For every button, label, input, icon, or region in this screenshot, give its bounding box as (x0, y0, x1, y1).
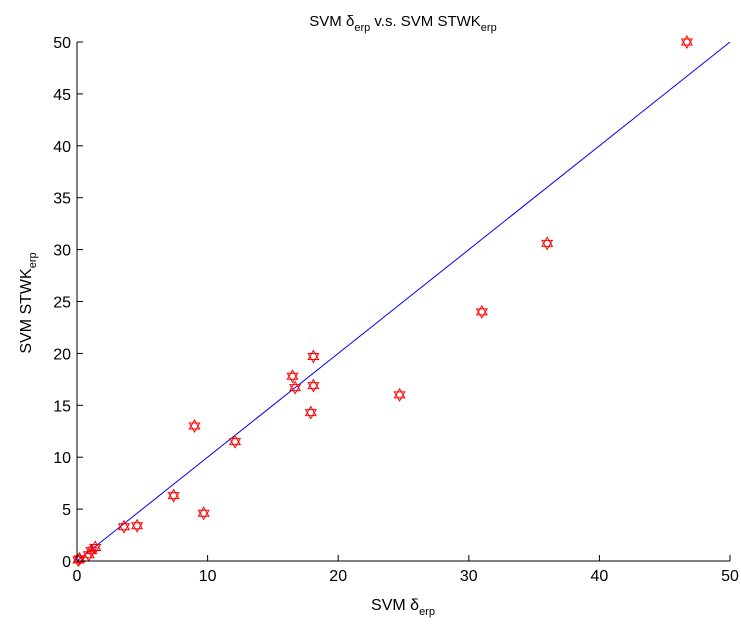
x-tick-label: 10 (199, 568, 217, 585)
x-tick-label: 0 (73, 568, 82, 585)
x-axis-label: SVM δerp (371, 597, 435, 618)
y-axis-label-sub: erp (27, 252, 39, 268)
data-point (228, 434, 242, 449)
ticks: 0 10 20 30 40 50 0 5 10 15 20 25 30 35 40 45 50 (53, 35, 739, 585)
data-point (289, 380, 302, 395)
x-tick-label: 50 (721, 568, 739, 585)
data-points (72, 34, 693, 567)
chart-title-prefix-sub: erp (354, 22, 370, 34)
y-tick-label: 20 (53, 346, 71, 363)
y-tick-label: 15 (53, 398, 71, 415)
y-tick-label: 0 (62, 554, 71, 571)
chart-title: SVM δerp v.s. SVM STWKerp (309, 13, 496, 34)
data-point (307, 378, 320, 393)
data-point (89, 540, 102, 555)
data-point (304, 405, 317, 420)
y-tick-label: 25 (53, 295, 71, 312)
chart-title-prefix: SVM δ (309, 13, 354, 30)
data-point (188, 419, 201, 434)
data-point (286, 369, 299, 384)
y-tick-label: 35 (53, 191, 71, 208)
x-tick-label: 40 (591, 568, 609, 585)
chart-title-suffix-sub: erp (481, 22, 497, 34)
data-point (167, 488, 180, 503)
x-axis-label-sub: erp (419, 606, 435, 618)
data-point (307, 349, 320, 364)
data-point (393, 387, 406, 402)
data-point (131, 518, 144, 533)
data-point (197, 506, 210, 521)
data-point (475, 304, 488, 319)
y-axis-label: SVM STWKerp (18, 252, 39, 353)
y-tick-label: 5 (62, 502, 71, 519)
y-tick-label: 50 (53, 35, 71, 52)
y-tick-label: 40 (53, 139, 71, 156)
y-tick-label: 10 (53, 450, 71, 467)
data-point (117, 519, 131, 534)
y-axis-label-main: SVM STWK (18, 268, 35, 354)
data-point (541, 236, 554, 251)
data-point (680, 34, 693, 50)
x-tick-label: 20 (329, 568, 347, 585)
chart-title-middle: v.s. SVM STWK (370, 13, 481, 30)
x-tick-label: 30 (460, 568, 478, 585)
y-tick-label: 30 (53, 243, 71, 260)
x-axis-label-main: SVM δ (371, 597, 419, 614)
y-tick-label: 45 (53, 87, 71, 104)
reference-line (76, 41, 731, 562)
